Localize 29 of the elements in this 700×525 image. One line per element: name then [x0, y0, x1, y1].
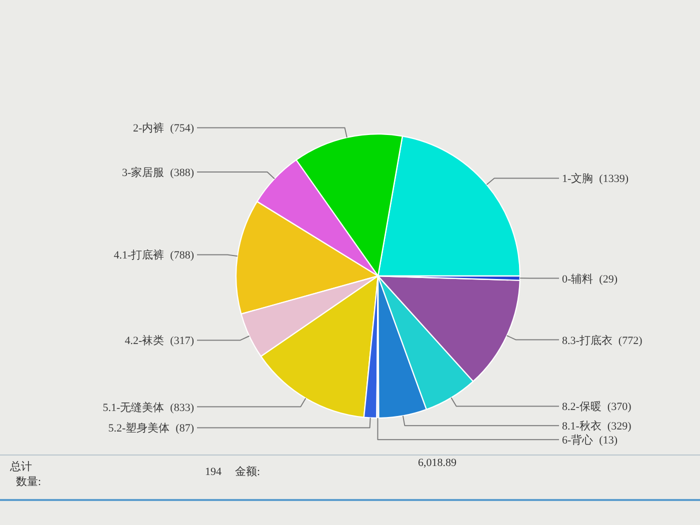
text: 总计 [9, 460, 32, 473]
slice-label: 5.2-塑身美体 [108, 422, 170, 435]
text: 数量: [16, 476, 42, 488]
slice-label: 3-家居服 [122, 166, 164, 179]
slice-label: 8.3-打底衣 [562, 334, 612, 347]
slice-label: 1-文胸 [562, 172, 594, 186]
slice-label: 0-辅料 [562, 272, 594, 286]
data-label: (317) [170, 335, 194, 348]
text: 6,018.89 [418, 457, 457, 469]
data-label: (788) [170, 250, 194, 262]
data-label: (833) [170, 402, 194, 414]
slice-label: 5.1-无缝美体 [102, 400, 164, 414]
text: 金额: [235, 465, 260, 478]
data-label: (329) [607, 420, 632, 433]
data-label: (1339) [599, 173, 629, 186]
data-label: (772) [618, 334, 643, 347]
data-label: (13) [599, 434, 618, 447]
slice-label: 4.1-打底裤 [114, 248, 164, 262]
slice-label: 4.2-袜类 [124, 334, 164, 348]
data-label: (370) [607, 401, 632, 414]
slice-label: 6-背心 [562, 434, 594, 447]
data-label: (754) [170, 122, 194, 135]
text: 194 [205, 466, 222, 478]
data-label: (388) [170, 166, 194, 179]
data-label: (87) [176, 422, 194, 435]
slice-label: 2-内裤 [133, 122, 164, 135]
slice-label: 8.2-保暖 [562, 400, 602, 414]
slice-label: 8.1-秋衣 [562, 420, 602, 433]
data-label: (29) [599, 273, 618, 286]
